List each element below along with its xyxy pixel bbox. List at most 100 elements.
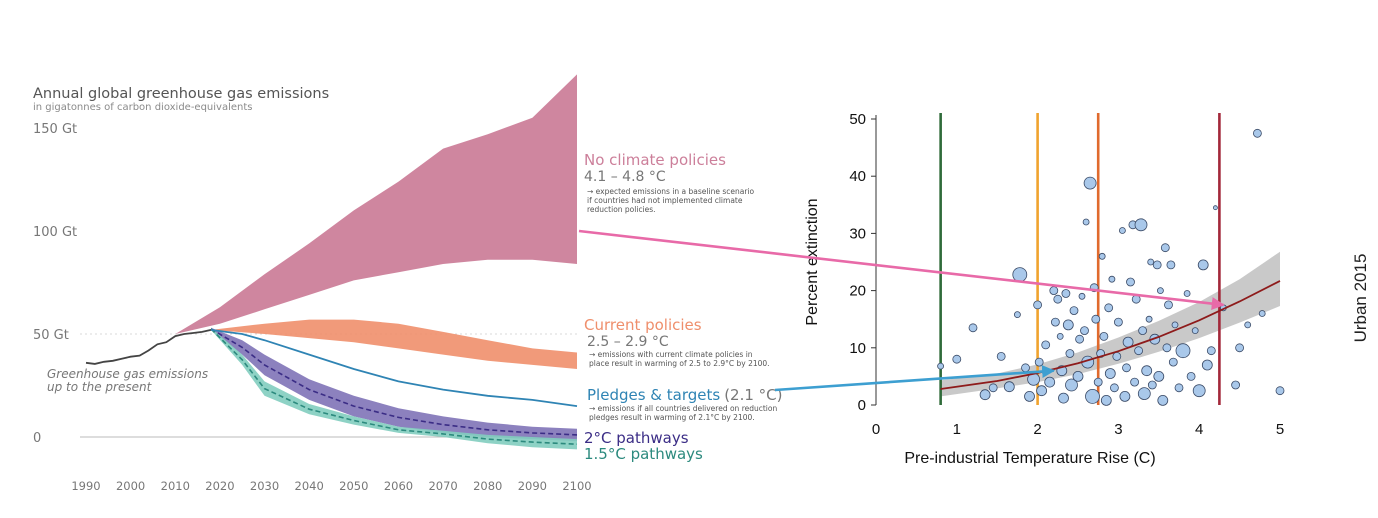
emissions-xtick-label: 2050: [339, 479, 368, 493]
extinction-ytick-label: 20: [849, 283, 866, 300]
emissions-xtick-label: 2070: [428, 479, 457, 493]
pledges-range: (2.1 °C): [724, 386, 782, 404]
current-policies-note-1: → emissions with current climate policie…: [589, 350, 753, 359]
extinction-point: [1145, 315, 1153, 323]
extinction-point: [1147, 380, 1157, 390]
extinction-point: [1099, 331, 1109, 341]
extinction-point: [1100, 394, 1112, 406]
emissions-subtitle: in gigatonnes of carbon dioxide-equivale…: [33, 102, 253, 113]
extinction-point: [1093, 377, 1103, 387]
extinction-ytick-label: 30: [849, 225, 866, 242]
extinction-point: [1033, 300, 1042, 310]
extinction-point: [1147, 258, 1155, 266]
connector-arrows: [578, 229, 1225, 392]
current-policies-band: [211, 319, 577, 369]
extinction-point: [1138, 326, 1147, 336]
extinction-point: [1104, 303, 1114, 313]
extinction-point: [937, 362, 944, 370]
history-label-line1: Greenhouse gas emissions: [47, 367, 208, 381]
pledges-label: Pledges & targets (2.1 °C): [587, 386, 783, 404]
extinction-point: [1085, 388, 1100, 404]
extinction-point: [996, 351, 1006, 361]
extinction-point: [1098, 252, 1106, 260]
extinction-xtick-label: 3: [1114, 421, 1122, 438]
extinction-point: [1137, 387, 1151, 401]
extinction-point: [1175, 343, 1191, 359]
extinction-xtick-label: 2: [1033, 421, 1041, 438]
no-policy-range: 4.1 – 4.8 °C: [584, 169, 666, 185]
no-policy-band: [175, 74, 578, 335]
no-policy-note-2: if countries had not implemented climate: [587, 196, 743, 205]
emissions-ytick-label: 100 Gt: [33, 225, 77, 240]
extinction-point: [1197, 259, 1209, 271]
extinction-ytick-label: 10: [849, 340, 866, 357]
extinction-point: [1114, 317, 1123, 327]
extinction-xtick-label: 1: [953, 421, 961, 438]
extinction-point: [1053, 294, 1063, 304]
pledges-connector-arrow: [774, 365, 1056, 392]
emissions-xtick-label: 2080: [473, 479, 502, 493]
extinction-ytick-label: 0: [858, 397, 866, 414]
history-line: [85, 329, 212, 365]
extinction-point: [1075, 334, 1084, 344]
extinction-point: [1206, 346, 1216, 356]
extinction-chart: 0 10 20 30 40 50 0 1 2 3 4 5 Pre-industrial Tempera…: [804, 111, 1285, 467]
extinction-point: [1141, 365, 1153, 377]
emissions-xtick-label: 2010: [161, 479, 190, 493]
extinction-point: [1157, 394, 1169, 406]
no-policy-note-3: reduction policies.: [587, 205, 656, 214]
current-policies-note-2: place result in warming of 2.5 to 2.9°C …: [589, 359, 770, 368]
emissions-xtick-label: 2000: [116, 479, 145, 493]
extinction-point: [1164, 300, 1173, 310]
two-c-label: 2°C pathways: [584, 429, 689, 447]
emissions-ytick-label: 150 Gt: [33, 122, 77, 137]
no-policy-note-1: → expected emissions in a baseline scena…: [587, 187, 754, 196]
extinction-point: [1174, 383, 1184, 393]
current-policies-range: 2.5 – 2.9 °C: [587, 334, 669, 350]
emissions-xtick-label: 1990: [71, 479, 100, 493]
no-policy-connector-arrow: [578, 229, 1225, 311]
extinction-point: [1034, 357, 1044, 367]
extinction-point: [1171, 321, 1179, 329]
extinction-point: [1130, 377, 1139, 387]
extinction-ylabel: Percent extinction: [804, 198, 821, 325]
extinction-confidence-band: [940, 251, 1280, 397]
extinction-fit-curve: [940, 280, 1281, 390]
emissions-ytick-label: 0: [33, 431, 41, 446]
extinction-point: [1191, 327, 1199, 335]
pledges-line: [210, 329, 578, 407]
extinction-point: [1201, 359, 1213, 371]
extinction-point: [1058, 392, 1069, 404]
extinction-point: [1162, 343, 1172, 353]
extinction-point: [1244, 321, 1252, 329]
extinction-point: [1080, 326, 1089, 336]
extinction-point: [1091, 314, 1101, 324]
extinction-point: [1021, 363, 1030, 373]
emissions-ytick-label: 50 Gt: [33, 328, 69, 343]
extinction-point: [1003, 381, 1015, 393]
extinction-point: [1153, 370, 1165, 382]
extinction-point: [1119, 227, 1126, 234]
extinction-point: [1072, 370, 1084, 382]
emissions-chart: Annual global greenhouse gas emissions i…: [33, 74, 783, 493]
current-policies-label: Current policies: [584, 316, 702, 334]
extinction-xtick-label: 0: [872, 421, 880, 438]
emissions-xtick-label: 2030: [250, 479, 279, 493]
extinction-point: [1186, 371, 1196, 381]
emissions-xtick-label: 2060: [384, 479, 413, 493]
extinction-point: [1275, 386, 1285, 396]
extinction-point: [1119, 390, 1131, 402]
extinction-point: [1082, 218, 1090, 226]
extinction-point: [968, 323, 978, 333]
extinction-point: [1134, 218, 1148, 232]
extinction-point: [1253, 128, 1262, 138]
extinction-point: [1065, 349, 1075, 358]
extinction-point: [1110, 383, 1119, 393]
history-label-line2: up to the present: [47, 380, 153, 394]
extinction-point: [1108, 275, 1116, 283]
extinction-point: [1168, 357, 1178, 367]
extinction-point: [1258, 310, 1266, 317]
extinction-point: [1134, 346, 1143, 356]
extinction-xtick-label: 5: [1276, 421, 1284, 438]
